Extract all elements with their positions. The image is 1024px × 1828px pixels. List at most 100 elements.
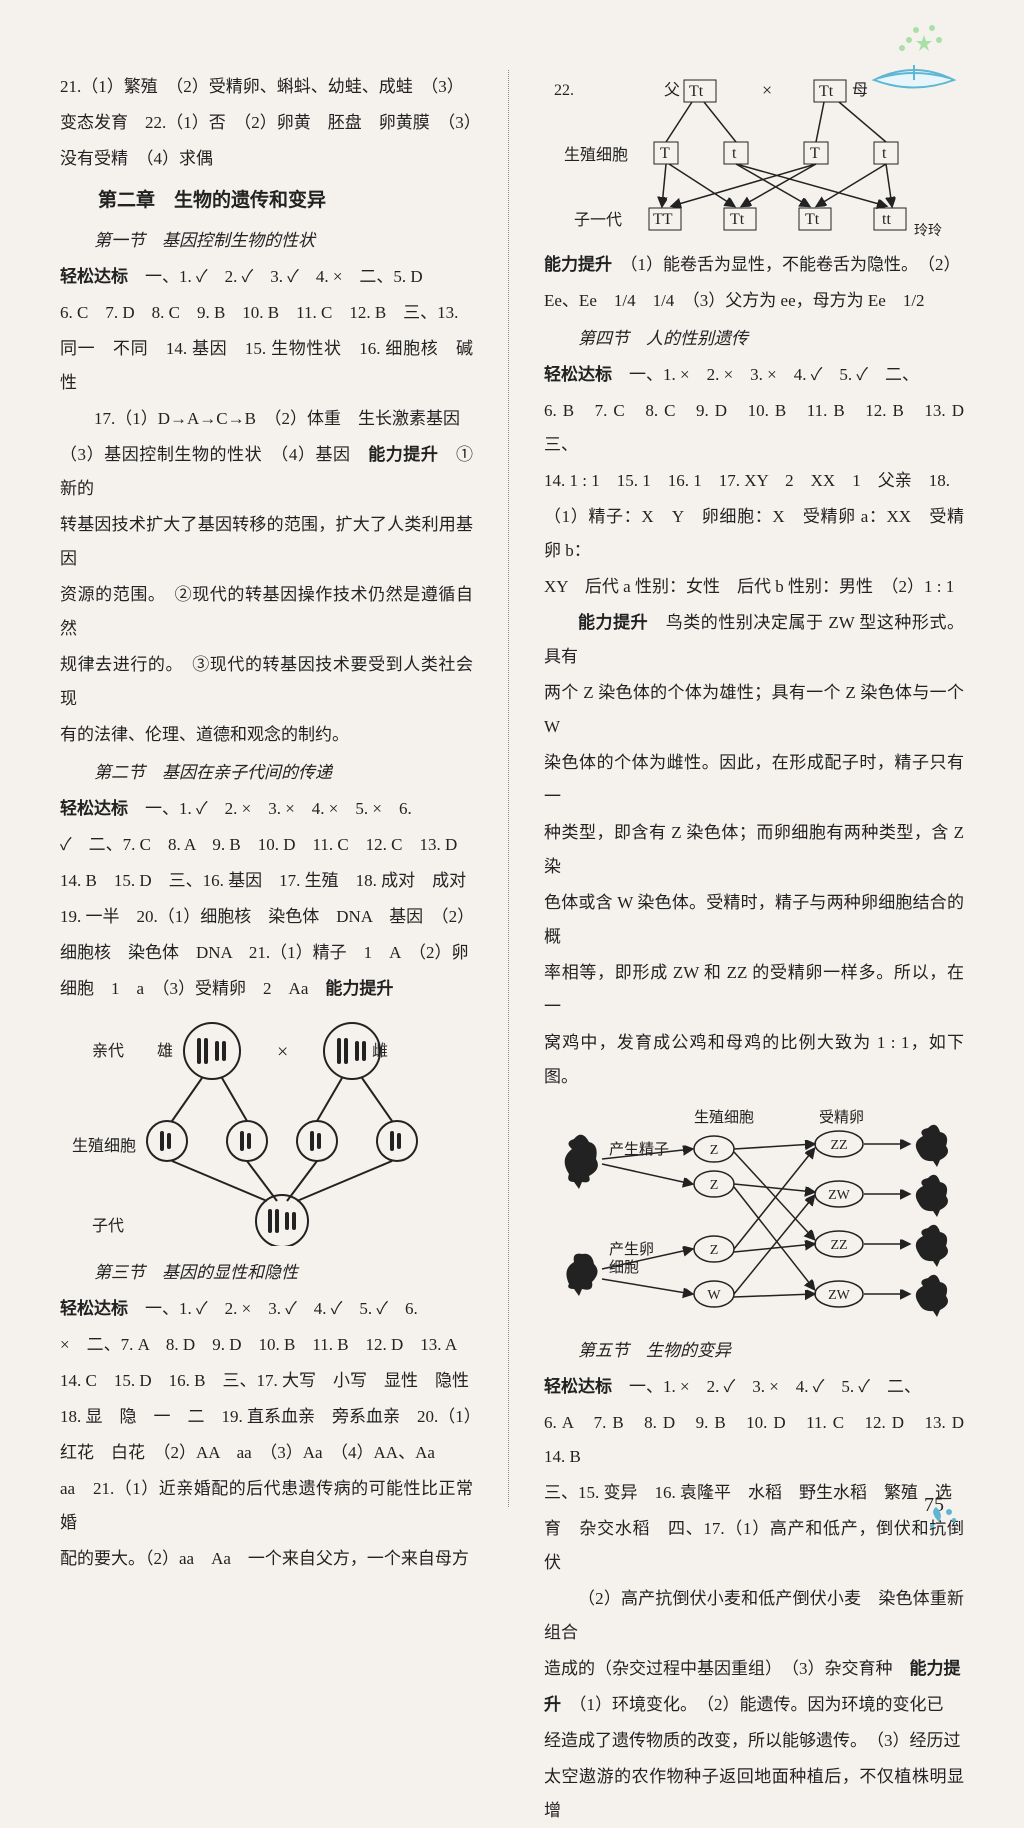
text-line: 14. C 15. D 16. B 三、17. 大写 小写 显性 隐性 bbox=[60, 1364, 473, 1398]
run-head: 轻松达标 bbox=[60, 1299, 128, 1318]
text-line: 19. 一半 20.（1）细胞核 染色体 DNA 基因 （2） bbox=[60, 900, 473, 934]
answer-text: 造成的（杂交过程中基因重组） （3）杂交育种 bbox=[544, 1659, 910, 1678]
text-line: 红花 白花 （2）AA aa （3）Aa （4）AA、Aa bbox=[60, 1436, 473, 1470]
text-line: 造成的（杂交过程中基因重组） （3）杂交育种 能力提 bbox=[544, 1652, 964, 1686]
diagram-label: Tt bbox=[730, 211, 745, 228]
answer-text: 一、1. × 2. × 3. × 4. ✓ 5. ✓ 二、 bbox=[612, 365, 919, 384]
diagram-label: T bbox=[660, 145, 670, 162]
bold-label: 能力提升 bbox=[368, 445, 438, 464]
text-line: 17.（1）D→A→C→B （2）体重 生长激素基因 bbox=[60, 402, 473, 436]
diagram-label: 子代 bbox=[92, 1217, 124, 1235]
answer-text: 一、1. × 2. ✓ 3. × 4. ✓ 5. ✓ 二、 bbox=[612, 1377, 921, 1396]
text-line: 色体或含 W 染色体。受精时，精子与两种卵细胞结合的概 bbox=[544, 886, 964, 954]
diagram-label: 产生卵 bbox=[609, 1241, 654, 1258]
book-star-icon bbox=[854, 20, 974, 100]
text-line: 配的要大。（2）aa Aa 一个来自父方，一个来自母方 bbox=[60, 1542, 473, 1576]
section-title: 第四节 人的性别遗传 bbox=[544, 322, 964, 356]
diagram-label: ZZ bbox=[830, 1238, 847, 1253]
hen-icon bbox=[566, 1254, 597, 1296]
bold-label: 升 bbox=[544, 1695, 561, 1714]
text-line: XY 后代 a 性别：女性 后代 b 性别：男性 （2）1 : 1 bbox=[544, 570, 964, 604]
chromosome-diagram: 亲代 雄 雌 × 生殖细胞 子代 bbox=[67, 1016, 467, 1246]
answer-text: （1）能卷舌为显性，不能卷舌为隐性。 （2） bbox=[612, 255, 961, 274]
section-title: 第五节 生物的变异 bbox=[544, 1334, 964, 1368]
diagram-label: T bbox=[810, 145, 820, 162]
bold-label: 能力提升 bbox=[325, 979, 393, 998]
diagram-label: 22. bbox=[554, 82, 574, 99]
text-line: 轻松达标 一、1. ✓ 2. × 3. ✓ 4. ✓ 5. ✓ 6. bbox=[60, 1292, 473, 1326]
chicken-icon bbox=[916, 1225, 948, 1267]
text-line: ✓ 二、7. C 8. A 9. B 10. D 11. C 12. C 13.… bbox=[60, 828, 473, 862]
diagram-label: 雄 bbox=[157, 1042, 173, 1060]
diagram-label: t bbox=[882, 145, 887, 162]
diagram-label: 子一代 bbox=[574, 211, 622, 229]
text-line: 轻松达标 一、1. ✓ 2. × 3. × 4. × 5. × 6. bbox=[60, 792, 473, 826]
bold-label: 能力提升 bbox=[544, 255, 612, 274]
text-line: 规律去进行的。 ③现代的转基因技术要受到人类社会现 bbox=[60, 648, 473, 716]
diagram-label: tt bbox=[882, 211, 891, 228]
chapter-title: 第二章 生物的遗传和变异 bbox=[60, 182, 473, 220]
text-line: Ee、Ee 1/4 1/4 （3）父方为 ee，母方为 Ee 1/2 bbox=[544, 284, 964, 318]
text-line: 14. 1 : 1 15. 1 16. 1 17. XY 2 XX 1 父亲 1… bbox=[544, 464, 964, 498]
diagram-label: Z bbox=[710, 1178, 719, 1193]
text-line: 变态发育 22.（1）否 （2）卵黄 胚盘 卵黄膜 （3） bbox=[60, 106, 473, 140]
run-head: 轻松达标 bbox=[544, 1377, 612, 1396]
page-container: 21.（1）繁殖 （2）受精卵、蝌蚪、幼蛙、成蛙 （3） 变态发育 22.（1）… bbox=[0, 0, 1024, 1547]
text-line: 升 （1）环境变化。 （2）能遗传。因为环境的变化已 bbox=[544, 1688, 964, 1722]
chicken-icon bbox=[916, 1125, 948, 1167]
left-column: 21.（1）繁殖 （2）受精卵、蝌蚪、幼蛙、成蛙 （3） 变态发育 22.（1）… bbox=[60, 70, 473, 1507]
run-head: 轻松达标 bbox=[60, 799, 128, 818]
text-line: 没有受精 （4）求偶 bbox=[60, 142, 473, 176]
chicken-icon bbox=[916, 1275, 948, 1317]
text-line: 转基因技术扩大了基因转移的范围，扩大了人类利用基因 bbox=[60, 508, 473, 576]
diagram-label: 玲玲 bbox=[914, 223, 942, 239]
text-line: 轻松达标 一、1. × 2. × 3. × 4. ✓ 5. ✓ 二、 bbox=[544, 358, 964, 392]
answer-text: 细胞 1 a （3）受精卵 2 Aa bbox=[60, 979, 325, 998]
diagram-label: 亲代 bbox=[92, 1042, 124, 1060]
diagram-label: TT bbox=[653, 211, 673, 228]
text-line: × 二、7. A 8. D 9. D 10. B 11. B 12. D 13.… bbox=[60, 1328, 473, 1362]
diagram-label: ZZ bbox=[830, 1138, 847, 1153]
diagram-label: Tt bbox=[819, 83, 834, 100]
text-line: 种类型，即含有 Z 染色体；而卵细胞有两种类型，含 Z 染 bbox=[544, 816, 964, 884]
diagram-label: Z bbox=[710, 1143, 719, 1158]
diagram-label: ZW bbox=[828, 1188, 851, 1203]
text-line: 窝鸡中，发育成公鸡和母鸡的比例大致为 1 : 1，如下图。 bbox=[544, 1026, 964, 1094]
text-line: 能力提升 （1）能卷舌为显性，不能卷舌为隐性。 （2） bbox=[544, 248, 964, 282]
text-line: （1）精子：X Y 卵细胞：X 受精卵 a：XX 受精卵 b： bbox=[544, 500, 964, 568]
diagram-label: 父 bbox=[664, 82, 680, 99]
text-line: 21.（1）繁殖 （2）受精卵、蝌蚪、幼蛙、成蛙 （3） bbox=[60, 70, 473, 104]
bold-label: 能力提升 bbox=[578, 613, 648, 632]
answer-text: 一、1. ✓ 2. × 3. × 4. × 5. × 6. bbox=[128, 799, 412, 818]
diagram-label: Tt bbox=[689, 83, 704, 100]
text-line: 能力提升 鸟类的性别决定属于 ZW 型这种形式。具有 bbox=[544, 606, 964, 674]
text-line: 有的法律、伦理、道德和观念的制约。 bbox=[60, 718, 473, 752]
diagram-label: t bbox=[732, 145, 737, 162]
diagram-label: 生殖细胞 bbox=[564, 146, 628, 164]
chicken-icon bbox=[916, 1175, 948, 1217]
diagram-label: 生殖细胞 bbox=[72, 1137, 136, 1155]
answer-text: 一、1. ✓ 2. × 3. ✓ 4. ✓ 5. ✓ 6. bbox=[128, 1299, 418, 1318]
section-title: 第一节 基因控制生物的性状 bbox=[60, 224, 473, 258]
run-head: 轻松达标 bbox=[544, 365, 612, 384]
answer-text: （3）基因控制生物的性状 （4）基因 bbox=[60, 445, 368, 464]
zw-chicken-diagram: 生殖细胞 受精卵 产生精子 产生卵 细胞 bbox=[544, 1104, 964, 1324]
text-line: 育 杂交水稻 四、17.（1）高产和低产，倒伏和抗倒伏 bbox=[544, 1512, 964, 1580]
run-head: 轻松达标 bbox=[60, 267, 128, 286]
text-line: 轻松达标 一、1. × 2. ✓ 3. × 4. ✓ 5. ✓ 二、 bbox=[544, 1370, 964, 1404]
answer-text: 一、1. ✓ 2. ✓ 3. ✓ 4. × 二、5. D bbox=[128, 267, 423, 286]
text-line: 6. B 7. C 8. C 9. D 10. B 11. B 12. B 13… bbox=[544, 394, 964, 462]
text-line: 细胞核 染色体 DNA 21.（1）精子 1 A （2）卵 bbox=[60, 936, 473, 970]
diagram-label: ZW bbox=[828, 1288, 851, 1303]
text-line: 率相等，即形成 ZW 和 ZZ 的受精卵一样多。所以，在一 bbox=[544, 956, 964, 1024]
text-line: 资源的范围。 ②现代的转基因操作技术仍然是遵循自然 bbox=[60, 578, 473, 646]
text-line: 太空遨游的农作物种子返回地面种植后，不仅植株明显增 bbox=[544, 1760, 964, 1828]
rooster-icon bbox=[565, 1135, 598, 1189]
text-line: 14. B 15. D 三、16. 基因 17. 生殖 18. 成对 成对 bbox=[60, 864, 473, 898]
text-line: 细胞 1 a （3）受精卵 2 Aa 能力提升 bbox=[60, 972, 473, 1006]
diagram-label: × bbox=[762, 80, 772, 100]
text-line: 6. C 7. D 8. C 9. B 10. B 11. C 12. B 三、… bbox=[60, 296, 473, 330]
text-line: 两个 Z 染色体的个体为雄性；具有一个 Z 染色体与一个 W bbox=[544, 676, 964, 744]
text-line: 同一 不同 14. 基因 15. 生物性状 16. 细胞核 碱性 bbox=[60, 332, 473, 400]
text-line: 轻松达标 一、1. ✓ 2. ✓ 3. ✓ 4. × 二、5. D bbox=[60, 260, 473, 294]
